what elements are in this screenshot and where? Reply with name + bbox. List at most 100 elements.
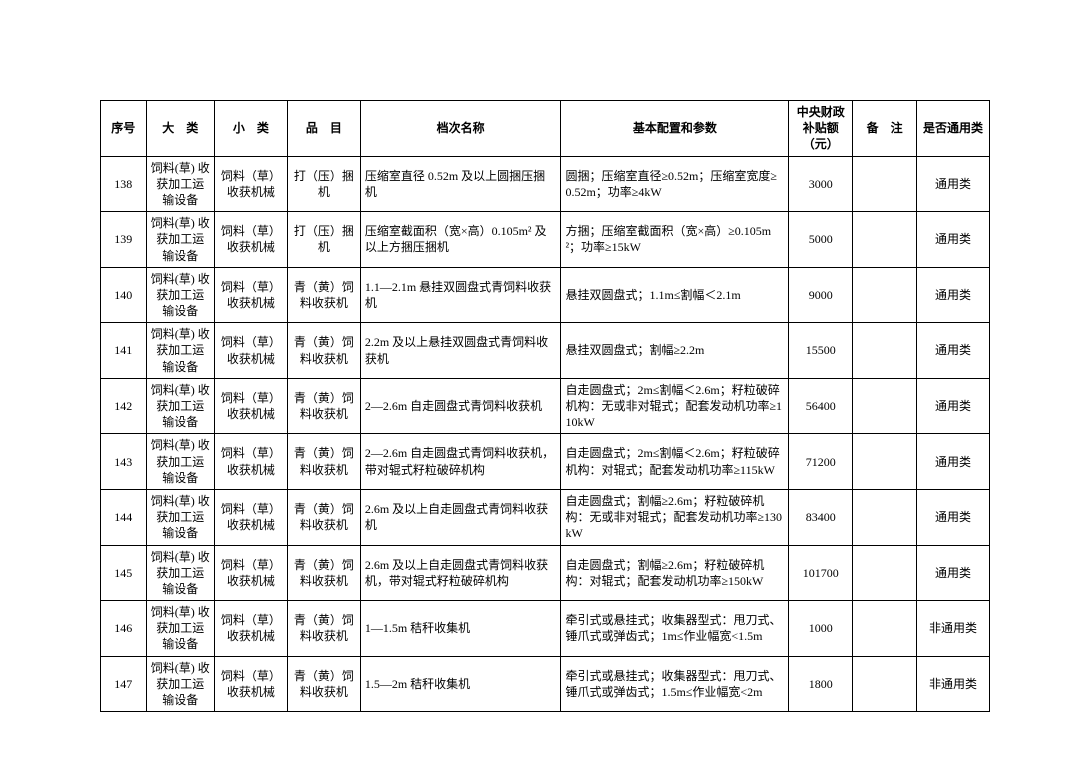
table-cell <box>853 489 917 545</box>
table-cell <box>853 323 917 379</box>
table-row: 144饲料(草) 收获加工运输设备饲料（草）收获机械青（黄）饲料收获机2.6m … <box>101 489 990 545</box>
col-subsidy: 中央财政补贴额（元） <box>789 101 853 157</box>
table-cell: 压缩室直径 0.52m 及以上圆捆压捆机 <box>360 156 561 212</box>
table-cell: 5000 <box>789 212 853 268</box>
table-cell <box>853 267 917 323</box>
table-row: 139饲料(草) 收获加工运输设备饲料（草）收获机械打（压）捆机压缩室截面积（宽… <box>101 212 990 268</box>
table-cell: 牵引式或悬挂式；收集器型式：甩刀式、锤爪式或弹齿式；1m≤作业幅宽<1.5m <box>561 601 789 657</box>
table-cell: 青（黄）饲料收获机 <box>287 489 360 545</box>
table-cell: 145 <box>101 545 147 601</box>
table-cell: 饲料(草) 收获加工运输设备 <box>146 601 214 657</box>
table-cell: 方捆；压缩室截面积（宽×高）≥0.105m²；功率≥15kW <box>561 212 789 268</box>
table-cell: 打（压）捆机 <box>287 212 360 268</box>
table-cell: 饲料(草) 收获加工运输设备 <box>146 267 214 323</box>
subsidy-table: 序号 大 类 小 类 品 目 档次名称 基本配置和参数 中央财政补贴额（元） 备… <box>100 100 990 712</box>
table-cell: 饲料（草）收获机械 <box>214 378 287 434</box>
table-cell: 2—2.6m 自走圆盘式青饲料收获机 <box>360 378 561 434</box>
table-cell: 自走圆盘式；割幅≥2.6m；籽粒破碎机构：对辊式；配套发动机功率≥150kW <box>561 545 789 601</box>
table-cell: 143 <box>101 434 147 490</box>
table-cell: 147 <box>101 656 147 712</box>
table-row: 143饲料(草) 收获加工运输设备饲料（草）收获机械青（黄）饲料收获机2—2.6… <box>101 434 990 490</box>
col-small: 小 类 <box>214 101 287 157</box>
col-seq: 序号 <box>101 101 147 157</box>
table-cell: 饲料（草）收获机械 <box>214 212 287 268</box>
table-cell: 青（黄）饲料收获机 <box>287 323 360 379</box>
table-cell: 1800 <box>789 656 853 712</box>
table-cell <box>853 601 917 657</box>
table-cell: 饲料（草）收获机械 <box>214 545 287 601</box>
table-cell: 83400 <box>789 489 853 545</box>
col-general: 是否通用类 <box>917 101 990 157</box>
table-cell: 饲料（草）收获机械 <box>214 323 287 379</box>
table-cell: 142 <box>101 378 147 434</box>
table-row: 141饲料(草) 收获加工运输设备饲料（草）收获机械青（黄）饲料收获机2.2m … <box>101 323 990 379</box>
table-cell: 青（黄）饲料收获机 <box>287 267 360 323</box>
table-row: 146饲料(草) 收获加工运输设备饲料（草）收获机械青（黄）饲料收获机1—1.5… <box>101 601 990 657</box>
page: 序号 大 类 小 类 品 目 档次名称 基本配置和参数 中央财政补贴额（元） 备… <box>0 0 1080 712</box>
table-cell: 饲料(草) 收获加工运输设备 <box>146 212 214 268</box>
table-cell: 通用类 <box>917 545 990 601</box>
table-cell: 通用类 <box>917 267 990 323</box>
table-cell: 自走圆盘式；2m≤割幅＜2.6m；籽粒破碎机构：无或非对辊式；配套发动机功率≥1… <box>561 378 789 434</box>
table-cell: 138 <box>101 156 147 212</box>
table-cell: 饲料(草) 收获加工运输设备 <box>146 545 214 601</box>
table-cell: 15500 <box>789 323 853 379</box>
table-cell: 青（黄）饲料收获机 <box>287 545 360 601</box>
table-cell: 通用类 <box>917 156 990 212</box>
table-cell: 141 <box>101 323 147 379</box>
table-cell: 青（黄）饲料收获机 <box>287 378 360 434</box>
table-cell: 自走圆盘式；2m≤割幅＜2.6m；籽粒破碎机构：对辊式；配套发动机功率≥115k… <box>561 434 789 490</box>
table-cell <box>853 378 917 434</box>
table-row: 147饲料(草) 收获加工运输设备饲料（草）收获机械青（黄）饲料收获机1.5—2… <box>101 656 990 712</box>
table-header-row: 序号 大 类 小 类 品 目 档次名称 基本配置和参数 中央财政补贴额（元） 备… <box>101 101 990 157</box>
table-cell: 通用类 <box>917 489 990 545</box>
table-cell: 饲料（草）收获机械 <box>214 489 287 545</box>
table-cell: 71200 <box>789 434 853 490</box>
table-cell: 饲料(草) 收获加工运输设备 <box>146 323 214 379</box>
table-cell: 圆捆；压缩室直径≥0.52m；压缩室宽度≥0.52m；功率≥4kW <box>561 156 789 212</box>
table-cell: 2.6m 及以上自走圆盘式青饲料收获机 <box>360 489 561 545</box>
table-cell: 饲料(草) 收获加工运输设备 <box>146 156 214 212</box>
table-row: 138饲料(草) 收获加工运输设备饲料（草）收获机械打（压）捆机压缩室直径 0.… <box>101 156 990 212</box>
table-cell <box>853 212 917 268</box>
table-cell: 通用类 <box>917 212 990 268</box>
table-cell: 9000 <box>789 267 853 323</box>
table-cell: 饲料（草）收获机械 <box>214 156 287 212</box>
table-cell: 146 <box>101 601 147 657</box>
table-cell: 饲料(草) 收获加工运输设备 <box>146 656 214 712</box>
table-cell: 2—2.6m 自走圆盘式青饲料收获机，带对辊式籽粒破碎机构 <box>360 434 561 490</box>
table-cell: 2.6m 及以上自走圆盘式青饲料收获机，带对辊式籽粒破碎机构 <box>360 545 561 601</box>
table-cell: 青（黄）饲料收获机 <box>287 656 360 712</box>
table-cell: 饲料(草) 收获加工运输设备 <box>146 434 214 490</box>
table-row: 145饲料(草) 收获加工运输设备饲料（草）收获机械青（黄）饲料收获机2.6m … <box>101 545 990 601</box>
table-cell: 2.2m 及以上悬挂双圆盘式青饲料收获机 <box>360 323 561 379</box>
table-cell: 饲料(草) 收获加工运输设备 <box>146 489 214 545</box>
table-cell: 打（压）捆机 <box>287 156 360 212</box>
table-cell: 饲料(草) 收获加工运输设备 <box>146 378 214 434</box>
table-cell: 压缩室截面积（宽×高）0.105m² 及以上方捆压捆机 <box>360 212 561 268</box>
col-spec: 基本配置和参数 <box>561 101 789 157</box>
table-cell: 非通用类 <box>917 656 990 712</box>
col-big: 大 类 <box>146 101 214 157</box>
table-cell <box>853 156 917 212</box>
col-item: 品 目 <box>287 101 360 157</box>
table-cell: 1000 <box>789 601 853 657</box>
table-cell: 悬挂双圆盘式；1.1m≤割幅＜2.1m <box>561 267 789 323</box>
table-body: 138饲料(草) 收获加工运输设备饲料（草）收获机械打（压）捆机压缩室直径 0.… <box>101 156 990 712</box>
table-cell: 饲料（草）收获机械 <box>214 656 287 712</box>
table-cell: 饲料（草）收获机械 <box>214 434 287 490</box>
table-cell: 青（黄）饲料收获机 <box>287 601 360 657</box>
col-note: 备 注 <box>853 101 917 157</box>
table-cell: 1.1—2.1m 悬挂双圆盘式青饲料收获机 <box>360 267 561 323</box>
table-cell: 101700 <box>789 545 853 601</box>
table-cell: 140 <box>101 267 147 323</box>
table-cell: 3000 <box>789 156 853 212</box>
table-cell: 通用类 <box>917 434 990 490</box>
table-row: 140饲料(草) 收获加工运输设备饲料（草）收获机械青（黄）饲料收获机1.1—2… <box>101 267 990 323</box>
table-cell: 139 <box>101 212 147 268</box>
table-cell: 青（黄）饲料收获机 <box>287 434 360 490</box>
table-cell: 自走圆盘式；割幅≥2.6m；籽粒破碎机构：无或非对辊式；配套发动机功率≥130k… <box>561 489 789 545</box>
table-row: 142饲料(草) 收获加工运输设备饲料（草）收获机械青（黄）饲料收获机2—2.6… <box>101 378 990 434</box>
table-cell <box>853 545 917 601</box>
table-cell: 饲料（草）收获机械 <box>214 601 287 657</box>
